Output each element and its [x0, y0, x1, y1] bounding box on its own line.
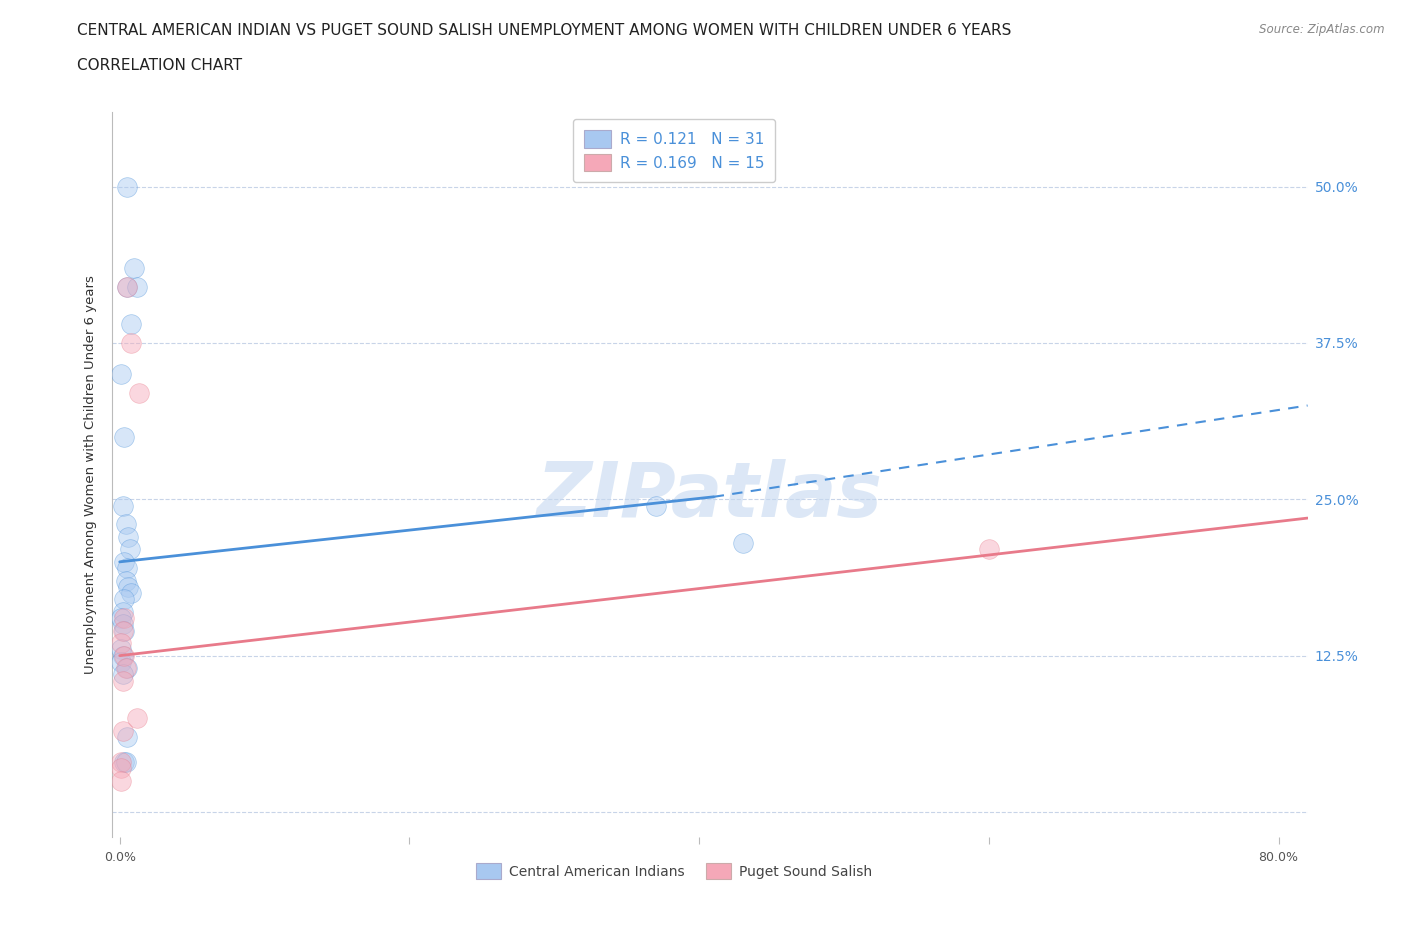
Point: [110, 754, 132, 769]
Point: [111, 604, 134, 619]
Point: [111, 673, 134, 688]
Point: [111, 724, 134, 738]
Point: [120, 336, 142, 351]
Point: [112, 623, 135, 638]
Point: [117, 579, 139, 594]
Point: [115, 561, 138, 576]
Point: [112, 754, 135, 769]
Point: [110, 761, 132, 776]
Point: [112, 611, 135, 626]
Point: [110, 636, 132, 651]
Point: [110, 773, 132, 788]
Point: [127, 711, 149, 725]
Point: [112, 554, 135, 569]
Point: [112, 591, 135, 606]
Point: [115, 279, 138, 294]
Point: [115, 660, 138, 675]
Point: [111, 623, 134, 638]
Point: [128, 386, 150, 401]
Point: [114, 754, 136, 769]
Point: [112, 430, 135, 445]
Text: ZIPatlas: ZIPatlas: [537, 459, 883, 533]
Point: [122, 260, 145, 275]
Text: CENTRAL AMERICAN INDIAN VS PUGET SOUND SALISH UNEMPLOYMENT AMONG WOMEN WITH CHIL: CENTRAL AMERICAN INDIAN VS PUGET SOUND S…: [77, 23, 1012, 38]
Point: [118, 542, 141, 557]
Point: [115, 279, 138, 294]
Point: [114, 660, 136, 675]
Point: [114, 517, 136, 532]
Point: [120, 586, 142, 601]
Point: [977, 542, 1000, 557]
Point: [115, 179, 138, 194]
Point: [111, 617, 134, 631]
Point: [110, 642, 132, 657]
Point: [112, 648, 135, 663]
Point: [110, 655, 132, 670]
Point: [110, 366, 132, 381]
Point: [644, 498, 666, 513]
Point: [111, 498, 134, 513]
Legend: Central American Indians, Puget Sound Salish: Central American Indians, Puget Sound Sa…: [471, 857, 877, 884]
Point: [111, 648, 134, 663]
Point: [127, 279, 149, 294]
Point: [114, 573, 136, 588]
Text: Source: ZipAtlas.com: Source: ZipAtlas.com: [1260, 23, 1385, 36]
Point: [111, 667, 134, 682]
Text: CORRELATION CHART: CORRELATION CHART: [77, 58, 242, 73]
Y-axis label: Unemployment Among Women with Children Under 6 years: Unemployment Among Women with Children U…: [83, 275, 97, 673]
Point: [117, 529, 139, 544]
Point: [120, 317, 142, 332]
Point: [731, 536, 754, 551]
Point: [110, 611, 132, 626]
Point: [115, 729, 138, 744]
